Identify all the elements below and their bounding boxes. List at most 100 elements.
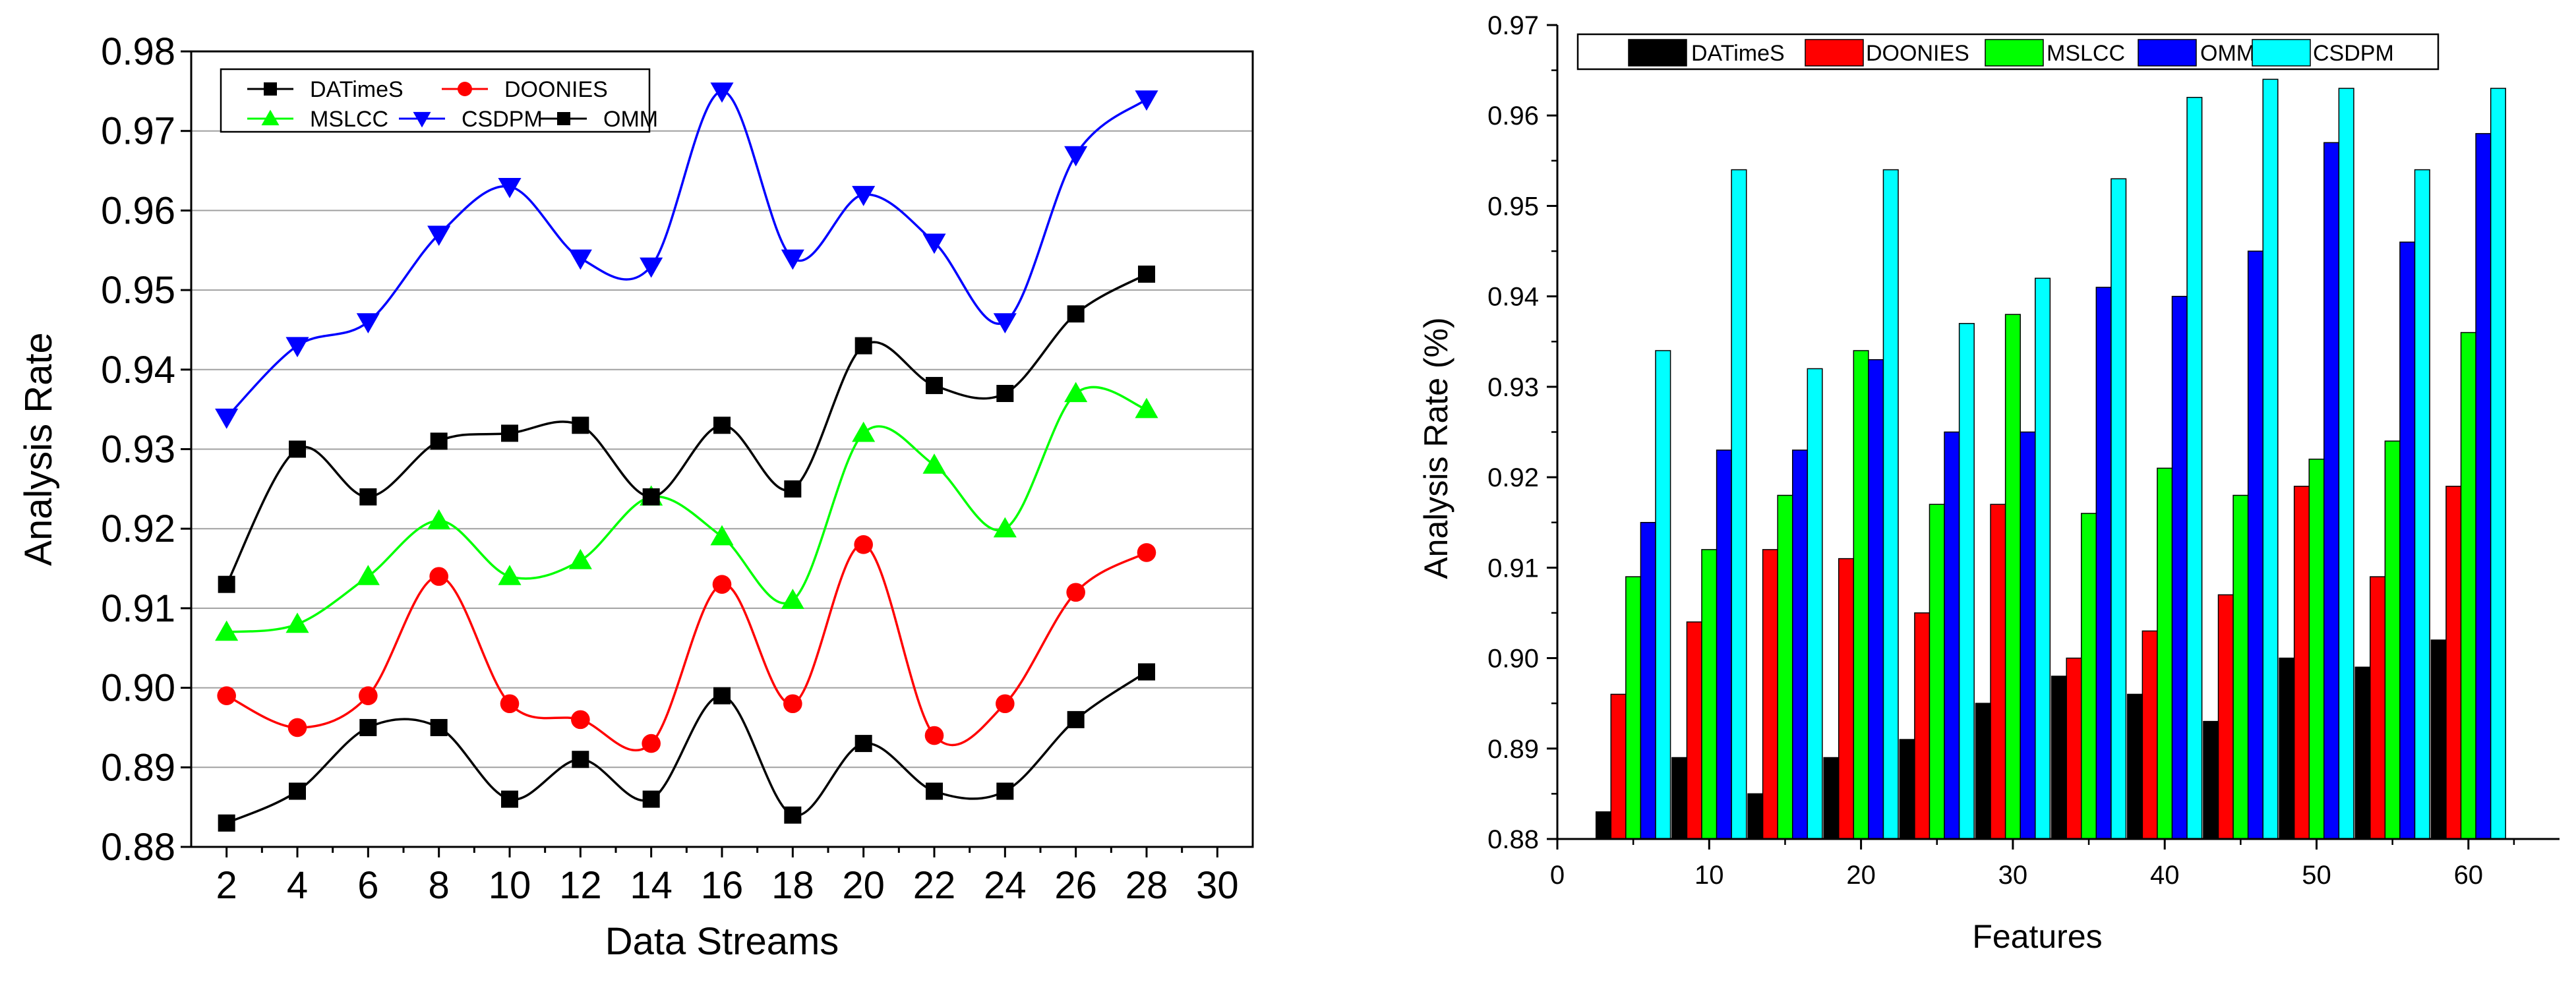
y-tick-label: 0.95	[101, 269, 175, 312]
bar-csdpm	[2262, 78, 2279, 840]
data-point-omm	[501, 424, 518, 442]
data-point-datimes	[289, 782, 306, 800]
series-line-mslcc	[226, 386, 1147, 633]
x-tick-label: 16	[701, 864, 744, 907]
legend-marker-csdpm	[413, 111, 431, 128]
x-tick-label: 18	[771, 864, 814, 907]
bar-csdpm	[2414, 169, 2430, 840]
data-point-doonies	[287, 718, 307, 737]
legend-label-datimes: DATimeS	[1691, 41, 1785, 66]
x-tick-label: 26	[1054, 864, 1097, 907]
data-point-mslcc	[1064, 382, 1088, 403]
data-point-mslcc	[215, 620, 239, 641]
bar-csdpm	[2490, 88, 2506, 840]
bar-doonies	[1686, 621, 1702, 840]
data-point-csdpm	[710, 82, 734, 103]
data-point-omm	[289, 440, 306, 458]
x-tick-label: 40	[2150, 861, 2180, 890]
bar-mslcc	[1701, 549, 1718, 840]
bar-datimes	[2203, 720, 2219, 840]
legend-label-doonies: DOONIES	[1866, 41, 1969, 66]
bar-omm	[2323, 142, 2340, 840]
legend-label-omm: OMM	[2200, 41, 2255, 66]
data-point-mslcc	[356, 565, 380, 585]
legend-swatch-omm	[2138, 39, 2197, 67]
bar-csdpm	[1731, 169, 1747, 840]
bar-omm	[2020, 431, 2036, 840]
bar-doonies	[1762, 549, 1778, 840]
bar-mslcc	[2004, 314, 2021, 840]
bar-mslcc	[2232, 494, 2249, 840]
bar-datimes	[1671, 757, 1688, 840]
data-point-omm	[572, 417, 589, 434]
y-tick-label: 0.97	[101, 110, 175, 153]
data-point-mslcc	[427, 509, 451, 530]
bar-mslcc	[2157, 467, 2173, 840]
data-point-omm	[713, 417, 731, 434]
bar-doonies	[2293, 486, 2310, 840]
bar-mslcc	[1929, 504, 1945, 840]
data-point-csdpm	[215, 409, 239, 429]
x-tick-label: 10	[489, 864, 531, 907]
legend-swatch-csdpm	[2252, 39, 2311, 67]
data-point-csdpm	[852, 186, 876, 206]
series-line-doonies	[225, 543, 1147, 752]
y-tick-label: 0.92	[101, 507, 175, 550]
data-point-csdpm	[781, 249, 804, 270]
x-axis-title: Data Streams	[605, 920, 839, 963]
x-tick-label: 30	[1998, 861, 2028, 890]
bar-csdpm	[1655, 350, 1671, 840]
y-axis-title: Analysis Rate	[17, 332, 60, 566]
data-point-doonies	[1066, 583, 1085, 602]
bar-csdpm	[2186, 97, 2203, 840]
bar-doonies	[2217, 594, 2234, 840]
x-axis-title: Features	[1972, 918, 2102, 955]
data-point-doonies	[996, 694, 1015, 714]
legend-label-datimes: DATimeS	[310, 77, 404, 102]
data-point-doonies	[217, 686, 236, 705]
data-point-omm	[996, 385, 1014, 403]
data-point-doonies	[429, 567, 448, 586]
x-tick-label: 24	[984, 864, 1027, 907]
data-point-datimes	[1067, 710, 1085, 728]
bar-datimes	[1975, 703, 1991, 840]
data-point-omm	[642, 488, 660, 505]
data-point-mslcc	[922, 453, 946, 474]
data-point-csdpm	[427, 225, 451, 246]
bar-omm	[2247, 250, 2263, 840]
y-tick-label: 0.89	[1487, 735, 1539, 764]
bar-csdpm	[2035, 277, 2051, 840]
data-point-datimes	[784, 806, 802, 824]
x-tick-label: 12	[559, 864, 602, 907]
bar-csdpm	[2111, 178, 2127, 840]
data-point-datimes	[713, 687, 731, 705]
data-point-datimes	[996, 782, 1014, 800]
data-point-mslcc	[1135, 397, 1158, 419]
bar-csdpm	[1882, 169, 1899, 840]
bar-omm	[2399, 241, 2416, 840]
data-point-csdpm	[1064, 146, 1088, 167]
y-tick-label: 0.88	[1487, 825, 1539, 854]
x-tick-label: 50	[2302, 861, 2331, 890]
x-tick-label: 8	[429, 864, 450, 907]
x-tick-label: 6	[357, 864, 378, 907]
data-point-omm	[1067, 305, 1085, 323]
data-point-mslcc	[852, 421, 876, 442]
bar-omm	[1791, 449, 1809, 840]
data-point-omm	[854, 337, 872, 355]
series-line-datimes	[225, 671, 1147, 824]
data-point-datimes	[430, 718, 448, 736]
bar-mslcc	[2081, 513, 2097, 840]
legend-label-mslcc: MSLCC	[2047, 41, 2125, 66]
legend-swatch-doonies	[1805, 39, 1864, 67]
legend-swatch-mslcc	[1985, 39, 2044, 67]
y-tick-label: 0.97	[1487, 11, 1539, 40]
bar-omm	[2475, 132, 2492, 840]
bar-mslcc	[1625, 576, 1642, 840]
data-point-datimes	[854, 735, 872, 753]
data-point-csdpm	[993, 313, 1017, 333]
data-point-doonies	[359, 686, 378, 705]
data-point-mslcc	[568, 548, 592, 569]
legend-box	[220, 68, 651, 133]
